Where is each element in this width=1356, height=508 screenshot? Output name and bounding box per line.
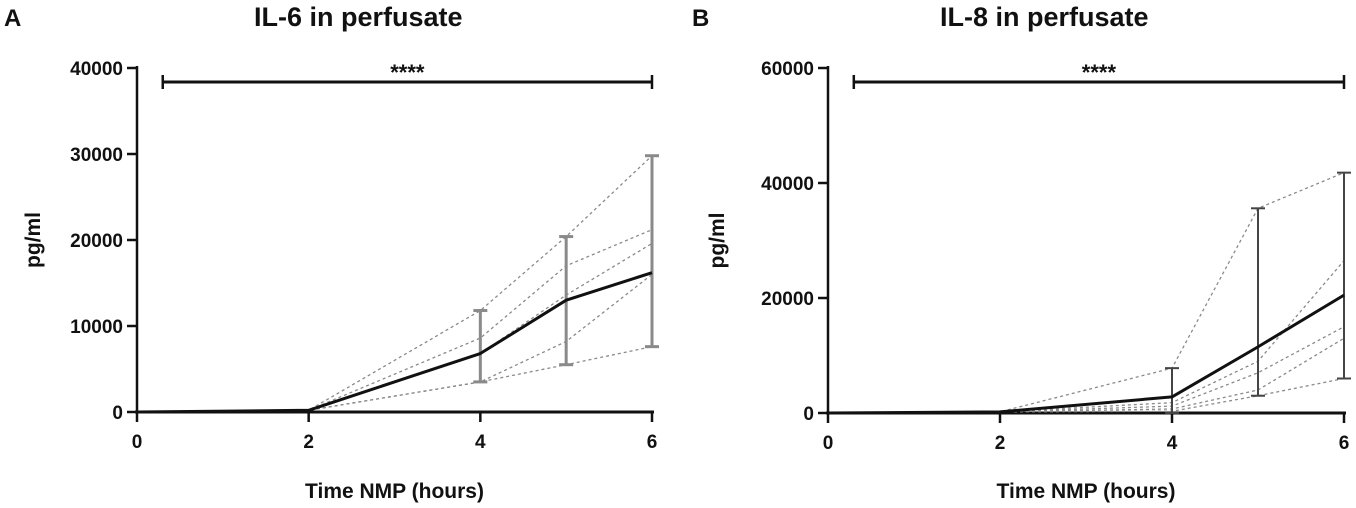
y-tick-label: 30000 — [70, 145, 123, 166]
individual-series-line — [136, 242, 653, 413]
x-tick-label: 4 — [475, 432, 486, 453]
mean-series-line — [827, 293, 1345, 415]
individual-series-line — [827, 326, 1345, 414]
mean-series-line — [136, 271, 653, 414]
chart-panel-b: B IL-8 in perfusate 0 20000 40000 60000 0 2 4 6… — [678, 0, 1356, 508]
x-tick-label: 6 — [1339, 433, 1350, 454]
individual-series-line — [136, 273, 653, 413]
y-axis-title: pg/ml — [706, 213, 729, 269]
y-axis-title: pg/ml — [22, 212, 45, 268]
chart-title: IL-6 in perfusate — [254, 2, 463, 32]
y-tick-label: 60000 — [761, 59, 814, 80]
panel-letter: B — [692, 5, 710, 32]
y-tick-label: 0 — [803, 404, 814, 425]
individual-series-line — [136, 229, 653, 413]
x-tick-label: 4 — [1167, 433, 1178, 454]
significance-label: **** — [1082, 60, 1117, 85]
significance-label: **** — [390, 60, 425, 85]
y-tick-label: 20000 — [70, 231, 123, 252]
y-tick-label: 20000 — [761, 289, 814, 310]
il6-chart: 0 10000 20000 30000 40000 0 2 4 6 Time NMP (hours… — [22, 59, 659, 503]
x-tick-label: 2 — [303, 432, 314, 453]
il8-chart: 0 20000 40000 60000 0 2 4 6 Time NMP (hours) pg/m… — [706, 59, 1351, 503]
chart-panel-a: A IL-6 in perfusate 0 10000 20000 30000 4000… — [4, 2, 659, 503]
x-tick-label: 6 — [647, 432, 658, 453]
chart-title: IL-8 in perfusate — [940, 2, 1149, 32]
y-tick-label: 40000 — [761, 174, 814, 195]
individual-series-line — [827, 337, 1345, 414]
y-tick-label: 40000 — [70, 59, 123, 80]
y-tick-label: 10000 — [70, 317, 123, 338]
x-tick-label: 2 — [995, 433, 1006, 454]
individual-series-line — [827, 172, 1345, 414]
x-tick-label: 0 — [132, 432, 143, 453]
x-axis-title: Time NMP (hours) — [305, 480, 484, 503]
individual-series-line — [136, 346, 653, 413]
x-axis-title: Time NMP (hours) — [997, 480, 1176, 503]
y-tick-label: 0 — [112, 403, 123, 424]
x-tick-label: 0 — [823, 433, 834, 454]
panel-letter: A — [4, 5, 22, 32]
